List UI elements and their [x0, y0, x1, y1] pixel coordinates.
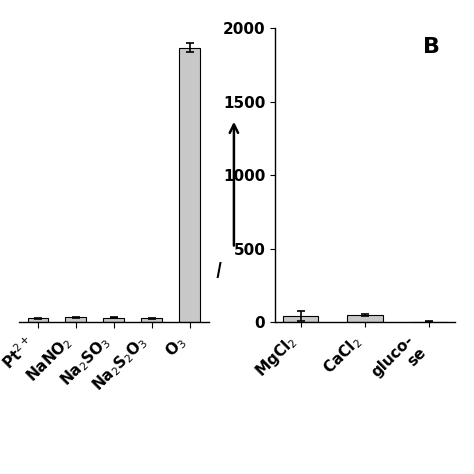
Bar	[27, 318, 48, 322]
Bar	[141, 318, 162, 322]
Bar	[283, 316, 319, 322]
Bar	[347, 315, 383, 322]
Bar	[179, 47, 200, 322]
Text: B: B	[423, 37, 439, 57]
Bar	[103, 318, 124, 322]
Text: $\it{I}$: $\it{I}$	[215, 262, 223, 282]
Bar	[65, 317, 86, 322]
Bar	[411, 321, 447, 322]
